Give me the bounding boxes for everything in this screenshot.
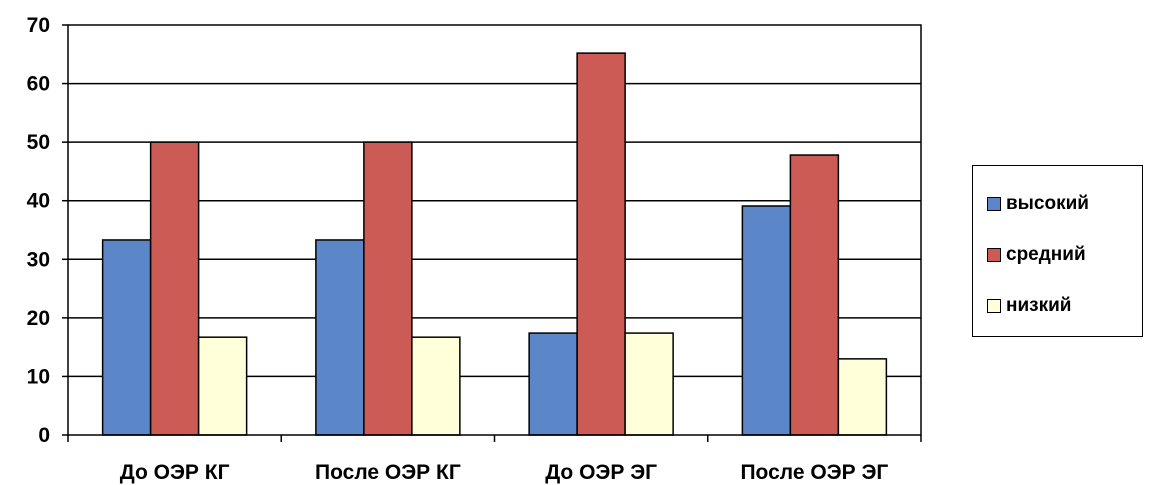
legend-item-high: высокий (987, 193, 1089, 215)
bar-high (101, 239, 152, 436)
bar-medium (363, 141, 413, 436)
bar-low (624, 332, 674, 436)
bar-medium (149, 141, 200, 436)
bars (101, 52, 888, 436)
y-tick-label: 0 (38, 424, 50, 447)
bar-low (411, 336, 461, 436)
axes (62, 24, 922, 442)
bar-low (837, 358, 888, 436)
bar-medium (789, 154, 840, 436)
legend-swatch-medium (987, 248, 1001, 262)
y-tick-label: 60 (27, 73, 50, 96)
y-tick-label: 20 (27, 307, 50, 330)
legend-item-low: низкий (987, 295, 1071, 317)
legend-label-medium: средний (1006, 244, 1086, 265)
legend-swatch-low (987, 299, 1001, 313)
legend: высокий средний низкий (972, 165, 1143, 337)
x-category-label: До ОЭР ЭГ (545, 461, 657, 484)
y-tick-label: 10 (27, 365, 50, 388)
bar-low (197, 336, 248, 436)
y-tick-label: 50 (27, 131, 50, 154)
bar-medium (576, 52, 626, 436)
legend-label-high: высокий (1006, 193, 1089, 214)
legend-swatch-high (987, 197, 1001, 211)
legend-label-low: низкий (1006, 295, 1072, 316)
legend-item-medium: средний (987, 244, 1086, 266)
bar-high (741, 205, 792, 436)
x-category-label: После ОЭР ЭГ (740, 461, 888, 484)
y-axis-ticks: 0 10 20 30 40 50 60 70 (27, 14, 50, 447)
bar-high (315, 239, 365, 436)
y-tick-label: 40 (27, 190, 50, 213)
bar-high (528, 332, 578, 436)
x-axis-categories: До ОЭР КГ После ОЭР КГ До ОЭР ЭГ После ОЭР … (120, 461, 889, 484)
y-tick-label: 30 (27, 248, 50, 271)
x-category-label: До ОЭР КГ (120, 461, 230, 484)
y-tick-label: 70 (27, 14, 50, 37)
x-category-label: После ОЭР КГ (315, 461, 461, 484)
